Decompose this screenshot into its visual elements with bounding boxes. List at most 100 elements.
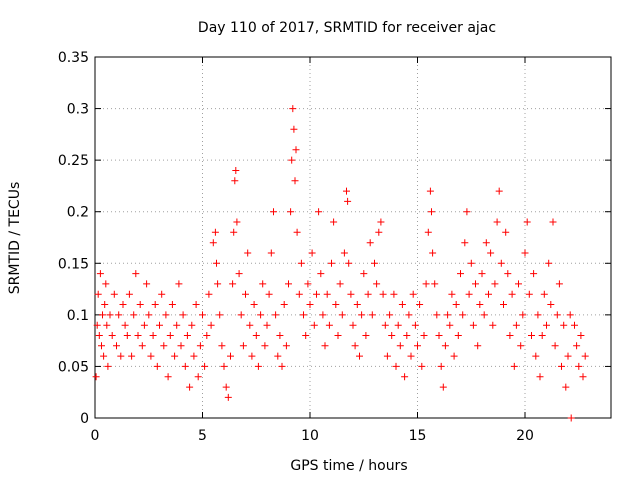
y-tick-label: 0 <box>80 411 89 427</box>
data-point <box>229 280 237 288</box>
data-point <box>216 311 224 319</box>
data-point <box>446 321 454 329</box>
data-point <box>525 290 533 298</box>
data-point <box>476 301 484 308</box>
data-point <box>571 321 578 329</box>
data-point <box>371 259 378 267</box>
data-point <box>181 362 189 370</box>
data-point <box>302 332 310 339</box>
data-point <box>517 342 525 350</box>
data-point <box>386 311 394 319</box>
data-point <box>325 321 333 329</box>
data-point <box>136 301 144 308</box>
data-point <box>493 218 501 226</box>
tick-labels: 0 0.05 0.1 0.15 0.2 0.25 0.3 0.35 0 5 10 15 20 <box>58 50 534 444</box>
data-point <box>140 321 148 329</box>
data-point <box>100 352 108 360</box>
data-point <box>345 259 353 267</box>
data-point <box>510 362 518 370</box>
data-point <box>222 383 230 391</box>
data-point <box>480 311 488 319</box>
data-point <box>306 301 314 308</box>
data-point <box>132 270 140 278</box>
data-point <box>102 280 110 288</box>
data-point <box>94 290 102 298</box>
y-tick-label: 0.05 <box>58 359 89 375</box>
data-point <box>383 352 391 360</box>
data-point <box>573 342 581 350</box>
data-point <box>145 311 153 319</box>
data-point <box>564 352 572 360</box>
data-point <box>192 301 200 308</box>
data-point <box>110 290 118 298</box>
data-point <box>426 187 434 195</box>
data-point <box>113 342 120 350</box>
data-point <box>560 321 568 329</box>
data-point <box>530 270 538 278</box>
data-point <box>313 290 320 298</box>
data-point <box>233 218 241 226</box>
data-point <box>250 301 258 308</box>
x-tick-label: 20 <box>516 428 534 444</box>
data-point <box>364 290 372 298</box>
data-point <box>166 332 174 339</box>
data-point <box>353 301 361 308</box>
data-point <box>164 373 172 381</box>
data-point <box>536 373 544 381</box>
data-point <box>274 352 282 360</box>
data-point <box>508 290 516 298</box>
data-point <box>414 342 421 350</box>
data-point <box>104 362 112 370</box>
data-point <box>424 228 432 236</box>
data-point <box>543 321 550 329</box>
data-point <box>433 311 441 319</box>
data-point <box>344 197 352 205</box>
data-point <box>338 311 346 319</box>
data-point <box>235 270 243 278</box>
data-point <box>265 290 273 298</box>
data-point <box>214 280 222 288</box>
data-point <box>310 321 318 329</box>
data-point <box>160 342 168 350</box>
data-point <box>213 259 220 267</box>
data-point <box>108 332 116 339</box>
data-point <box>106 311 114 319</box>
data-point <box>288 156 296 164</box>
data-point <box>521 249 529 257</box>
data-point <box>190 352 198 360</box>
data-point <box>96 270 104 278</box>
data-point <box>411 321 419 329</box>
data-point <box>261 342 269 350</box>
data-point <box>375 228 383 236</box>
data-point <box>231 177 239 185</box>
data-point <box>478 270 486 278</box>
data-point <box>319 311 327 319</box>
data-point <box>205 290 213 298</box>
data-point <box>377 218 385 226</box>
data-point <box>401 373 409 381</box>
data-point <box>368 311 376 319</box>
data-point <box>285 280 292 288</box>
data-point <box>437 362 445 370</box>
data-point <box>175 280 183 288</box>
data-point <box>252 332 260 339</box>
data-point <box>392 362 400 370</box>
data-point <box>291 177 299 185</box>
data-point <box>289 105 297 113</box>
data-point <box>420 332 428 339</box>
data-point <box>99 311 106 319</box>
data-point <box>351 342 359 350</box>
data-point <box>156 321 163 329</box>
data-point <box>272 311 280 319</box>
y-tick-label: 0.2 <box>67 205 89 221</box>
data-point <box>444 311 452 319</box>
data-point <box>227 352 234 360</box>
y-tick-label: 0.3 <box>67 102 89 118</box>
data-point <box>267 249 275 257</box>
data-point <box>394 321 402 329</box>
data-points <box>92 105 589 422</box>
data-point <box>500 301 507 308</box>
data-point <box>239 342 247 350</box>
data-point <box>547 301 555 308</box>
data-point <box>465 290 473 298</box>
